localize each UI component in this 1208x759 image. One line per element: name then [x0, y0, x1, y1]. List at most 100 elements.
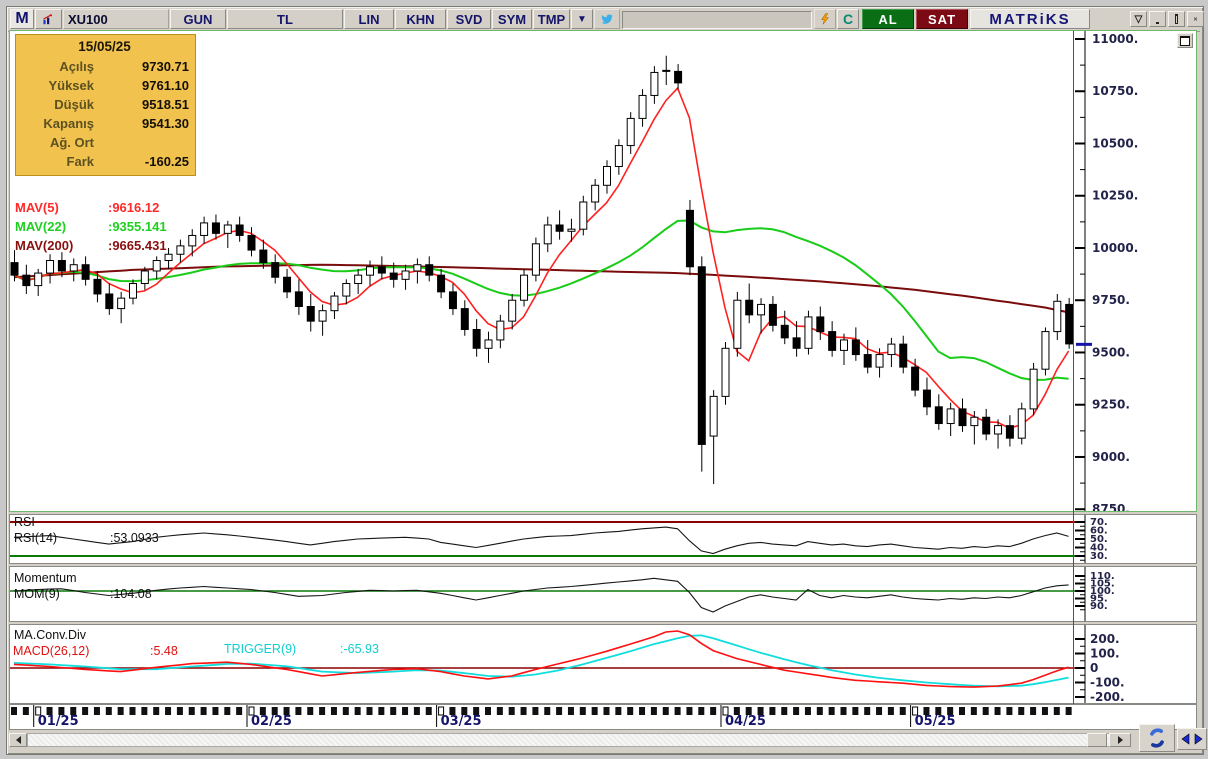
arrow-left-icon	[15, 736, 21, 744]
svg-text:9750.: 9750.	[1092, 293, 1130, 307]
shade-window-button[interactable]: ▽	[1130, 11, 1147, 27]
c-mode-button[interactable]: C	[837, 9, 859, 29]
mav-legend: MAV(5):9616.12 MAV(22):9355.141 MAV(200)…	[15, 198, 167, 255]
twitter-bird-icon	[601, 14, 613, 24]
scrollbar-thumb[interactable]	[1087, 733, 1107, 747]
info-date: 15/05/25	[78, 39, 131, 54]
svg-text:100.: 100.	[1090, 647, 1120, 661]
flash-quote-button[interactable]	[814, 9, 836, 29]
toolbar-spacer	[622, 11, 812, 29]
scrollbar-track[interactable]	[27, 733, 1113, 747]
twitter-share-button[interactable]	[594, 9, 620, 29]
svg-text:60.: 60.	[1090, 526, 1108, 537]
svg-text:11000.: 11000.	[1092, 32, 1138, 46]
restore-button[interactable]	[1168, 11, 1185, 27]
svg-text:04/25: 04/25	[725, 714, 766, 729]
svg-text:8750.: 8750.	[1092, 502, 1130, 511]
svg-text:-200.: -200.	[1090, 690, 1125, 703]
svg-text:-100.: -100.	[1090, 676, 1125, 690]
svg-text:9000.: 9000.	[1092, 450, 1130, 464]
svg-text:40.: 40.	[1090, 543, 1108, 554]
svg-text:200.: 200.	[1090, 632, 1120, 646]
chevron-down-icon[interactable]: ▼	[571, 9, 593, 29]
chart-type-button[interactable]	[35, 9, 62, 29]
svg-text:01/25: 01/25	[38, 714, 79, 729]
macd-param: MACD(26,12)	[13, 644, 90, 658]
trigger-value: :-65.93	[340, 642, 379, 656]
svg-text:90.: 90.	[1090, 601, 1108, 612]
info-value	[94, 133, 189, 152]
tab-currency-tl[interactable]: TL	[227, 9, 343, 29]
info-label: Fark	[66, 154, 94, 169]
restore-panel-icon	[1180, 35, 1190, 46]
info-label: Ağ. Ort	[49, 135, 94, 150]
info-label: Açılış	[59, 59, 94, 74]
refresh-button[interactable]	[1139, 724, 1175, 752]
info-label: Düşük	[54, 97, 94, 112]
svg-text:03/25: 03/25	[441, 714, 482, 729]
main-chart-canvas[interactable]: 15/05/25 Açılış 9730.71 Yüksek 9761.10 Düş…	[9, 30, 1197, 512]
svg-text:9250.: 9250.	[1092, 398, 1130, 412]
scrollbar-right-button[interactable]	[1109, 733, 1131, 747]
close-icon	[1194, 17, 1197, 21]
momentum-panel-canvas[interactable]: Momentum MOM(9) :104.08 110. 105. 100. 95. 9…	[9, 566, 1197, 622]
buy-button[interactable]: AL	[862, 9, 914, 29]
tab-sym[interactable]: SYM	[492, 9, 532, 29]
prev-next-icons	[1181, 733, 1203, 745]
svg-text:50.: 50.	[1090, 534, 1108, 545]
toolbar: M XU100 GUN TL LIN KHN SVD SYM TMP ▼ C	[8, 8, 1204, 32]
chart-page-nav-buttons[interactable]	[1177, 728, 1207, 750]
bottom-scroll-row	[9, 724, 1207, 752]
macd-value: :5.48	[150, 644, 178, 658]
scrollbar-left-button[interactable]	[9, 733, 27, 747]
lightning-bolt-icon	[821, 13, 829, 25]
info-value: -160.25	[144, 154, 189, 169]
macd-title: MA.Conv.Div	[14, 628, 87, 642]
macd-panel-canvas[interactable]: MA.Conv.Div MACD(26,12) :5.48 TRIGGER(9)…	[9, 624, 1197, 704]
info-label: Yüksek	[48, 78, 94, 93]
svg-text:70.: 70.	[1090, 517, 1108, 528]
momentum-param: MOM(9)	[14, 587, 60, 601]
mav200-label: MAV(200)	[15, 238, 74, 253]
info-value: 9518.51	[142, 97, 189, 112]
matriks-menu-button[interactable]: M	[10, 9, 34, 29]
svg-text:10000.: 10000.	[1092, 241, 1138, 255]
svg-text:10250.: 10250.	[1092, 189, 1138, 203]
restore-icon	[1175, 14, 1178, 24]
matriks-brand-button[interactable]: MATRiKS	[970, 9, 1090, 29]
mav200-value: :9665.431	[108, 238, 167, 253]
mav5-value: :9616.12	[108, 200, 160, 215]
svg-text:05/25: 05/25	[915, 714, 956, 729]
info-label: Kapanış	[43, 116, 94, 131]
tab-period-gun[interactable]: GUN	[170, 9, 226, 29]
close-button[interactable]	[1187, 11, 1204, 27]
svg-text:110.: 110.	[1090, 571, 1115, 582]
tab-tmp[interactable]: TMP	[533, 9, 570, 29]
matriks-spinner-icon	[1150, 728, 1164, 748]
mav5-label: MAV(5)	[15, 200, 59, 215]
minimize-button[interactable]	[1149, 11, 1166, 27]
svg-text:95.: 95.	[1090, 594, 1108, 605]
tab-scale-lin[interactable]: LIN	[344, 9, 394, 29]
panel-restore-button[interactable]	[1177, 33, 1193, 48]
svg-text:100.: 100.	[1090, 586, 1115, 597]
time-axis: 01/25 02/25 03/25 04/25 05/25	[9, 704, 1197, 730]
matriks-chart-window: M XU100 GUN TL LIN KHN SVD SYM TMP ▼ C	[6, 6, 1207, 755]
rsi-panel-canvas[interactable]: RSI RSI(14) :53.0933 70. 60. 50. 40. 30.	[9, 514, 1197, 564]
info-value: 9730.71	[142, 59, 189, 74]
svg-text:02/25: 02/25	[251, 714, 292, 729]
symbol-field[interactable]: XU100	[63, 9, 169, 29]
momentum-title: Momentum	[14, 571, 77, 585]
arrow-right-icon	[1117, 736, 1123, 744]
svg-text:0: 0	[1090, 661, 1098, 675]
svg-text:10750.: 10750.	[1092, 84, 1138, 98]
crosshair-cursor-line	[1073, 31, 1074, 704]
svg-text:30.: 30.	[1090, 551, 1108, 562]
sell-button[interactable]: SAT	[916, 9, 968, 29]
rsi-value: :53.0933	[110, 531, 159, 545]
svg-text:9500.: 9500.	[1092, 345, 1130, 359]
candlestick-chart-icon	[43, 13, 52, 24]
tab-svd[interactable]: SVD	[447, 9, 491, 29]
tab-khn[interactable]: KHN	[395, 9, 446, 29]
